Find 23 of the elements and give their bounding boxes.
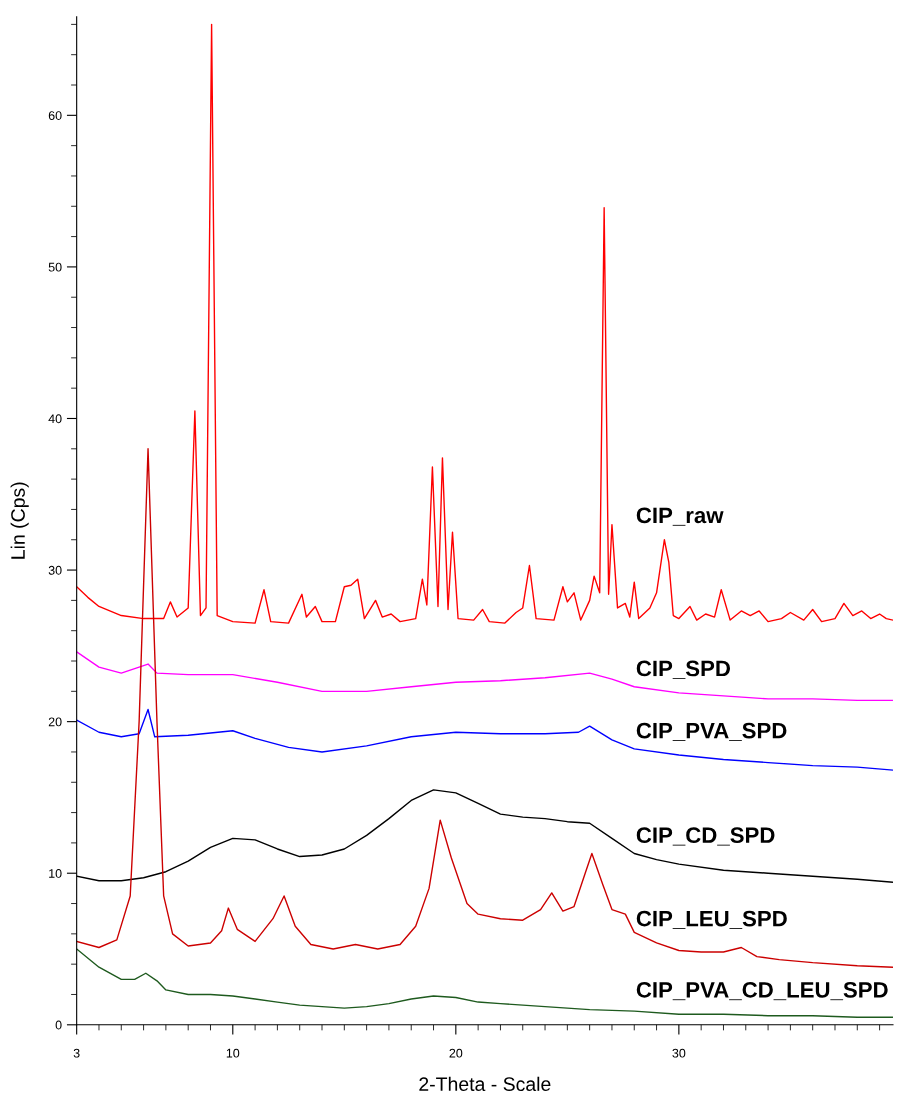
series-label: CIP_SPD <box>636 660 730 679</box>
line-series <box>76 651 893 702</box>
x-tick-label: 30 <box>672 1048 686 1058</box>
y-tick-label: 30 <box>48 565 62 575</box>
line-series <box>76 948 893 1018</box>
x-axis-title: 2-Theta - Scale <box>419 1076 551 1092</box>
y-tick-label: 0 <box>55 1020 62 1030</box>
line-series <box>76 708 893 771</box>
series-label: CIP_CD_SPD <box>636 827 775 846</box>
y-tick-label: 10 <box>49 869 62 878</box>
y-tick-label: 60 <box>48 111 62 120</box>
line-series <box>76 23 893 624</box>
y-tick-label: 20 <box>48 717 62 727</box>
series-label: CIP_LEU_SPD <box>636 910 787 929</box>
x-tick-label: 20 <box>449 1048 463 1058</box>
x-tick-label: 3 <box>73 1048 80 1058</box>
x-tick-label: 10 <box>226 1048 240 1058</box>
y-tick-label: 50 <box>48 262 62 272</box>
series-label: CIP_PVA_SPD <box>636 722 787 741</box>
y-tick-label: 40 <box>48 414 62 424</box>
series-label: CIP_PVA_CD_LEU_SPD <box>636 981 888 1001</box>
series-label: CIP_raw <box>636 507 724 526</box>
y-axis-title: Lin (Cps) <box>10 482 29 559</box>
